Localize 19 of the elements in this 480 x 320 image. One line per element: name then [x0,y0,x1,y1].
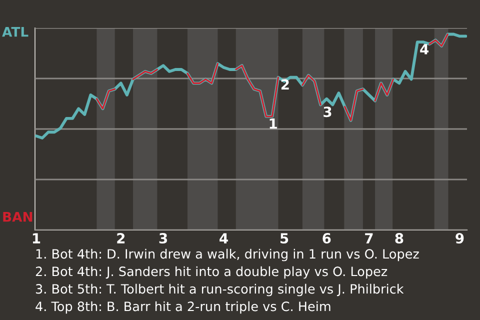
x-tick-label: 9 [456,233,464,244]
annotation: 1 [270,118,277,129]
text: 4. Top 8th: B. Barr hit a 2-run triple vs C. Heim [36,301,330,314]
text: BAN [3,212,32,222]
x-tick-label: 5 [280,233,288,244]
x-tick-label: 4 [220,233,228,244]
text: 2. Bot 4th: J. Sanders hit into a double play vs O. Lopez [36,266,388,279]
text: ATL [2,27,28,37]
x-tick-label: 1 [32,233,40,244]
x-tick-label: 7 [365,233,373,244]
annotation: 2 [281,79,289,90]
x-tick-label: 6 [322,233,331,244]
annotation: 3 [324,106,332,118]
x-tick-label: 8 [395,233,404,244]
text: 3. Bot 5th: T. Tolbert hit a run-scoring single vs J. Philbrick [36,284,404,296]
x-tick-label: 2 [117,233,125,244]
x-tick-label: 3 [159,233,167,244]
annotation: 4 [420,44,429,54]
text: 1. Bot 4th: D. Irwin drew a walk, driving in 1 run vs O. Lopez [36,248,419,262]
